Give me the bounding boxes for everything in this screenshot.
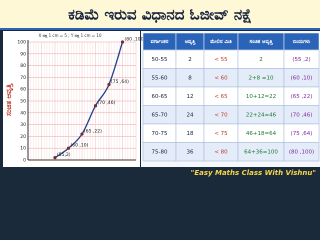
- cell-text: 22+24=46: [246, 112, 277, 118]
- cell-text: 18: [187, 131, 194, 137]
- cell-text: (70 ,46): [291, 112, 313, 118]
- cell-text: < 70: [214, 112, 228, 118]
- point: [107, 82, 111, 87]
- y-tick-label: 90: [20, 51, 26, 57]
- y-tick-label: 20: [20, 134, 26, 140]
- cell-text: 70-75: [152, 131, 168, 137]
- y-tick-label: 100: [17, 40, 26, 46]
- header-text: ಸಂಚಿತ ಆವೃತ್ತಿ: [249, 39, 273, 45]
- cell-text: 2: [188, 57, 192, 63]
- cell-text: < 55: [214, 57, 228, 63]
- cell-text: 36: [187, 149, 194, 155]
- table-cell: [283, 142, 320, 162]
- cell-text: (80 ,100): [289, 149, 314, 155]
- y-tick-label: 70: [20, 75, 26, 81]
- y-tick-label: 50: [20, 99, 26, 105]
- screen: ಕಡಿಮೆ ಇರುವ ವಿಧಾನದ ಓಜೀವ್ ನಕ್ಷೆ X ಅಕ್ಷ 1 c…: [0, 0, 320, 180]
- header-text: ವರ್ಗಾಂತರ: [151, 39, 169, 45]
- point: [66, 146, 71, 150]
- cell-text: 65-70: [152, 112, 168, 118]
- cell-text: 50-55: [152, 57, 168, 63]
- point: [93, 104, 98, 108]
- y-tick-label: 0: [23, 158, 26, 164]
- header-text: ಮೇಲಿನ ಮಿತಿ: [210, 39, 232, 45]
- cell-text: < 60: [214, 75, 228, 81]
- cell-text: < 75: [214, 131, 228, 137]
- point-label: (60 ,10): [71, 143, 89, 149]
- y-tick-label: 10: [20, 146, 26, 152]
- cell-text: < 65: [214, 94, 228, 100]
- header-text: ಬಿಂದುಗಳು: [293, 39, 311, 45]
- title-rule: [0, 28, 320, 30]
- footer-bar: [0, 167, 320, 180]
- cell-text: 8: [188, 75, 192, 81]
- point: [53, 156, 57, 160]
- header-text: ಆವೃತ್ತಿ: [185, 39, 196, 45]
- y-axis-label: ಸಂಚಿತ ಆವೃತ್ತಿ: [5, 83, 14, 116]
- y-tick-label: 30: [20, 122, 26, 128]
- cell-text: 46+18=64: [246, 131, 277, 137]
- point-label: (70 ,46): [98, 100, 116, 106]
- cell-text: (60 ,10): [291, 75, 313, 81]
- scale-note: X ಅಕ್ಷ 1 cm = 5 ; Y ಅಕ್ಷ 1 cm = 10: [38, 33, 101, 38]
- cell-text: 2+8 =10: [249, 75, 274, 81]
- y-tick-label: 60: [20, 87, 26, 93]
- y-tick-label: 80: [20, 63, 26, 69]
- cell-text: (65 ,22): [291, 94, 313, 100]
- cell-text: 75-80: [152, 149, 168, 155]
- cell-text: (55 ,2): [292, 57, 310, 63]
- channel-name: "Easy Maths Class With Vishnu": [191, 169, 316, 177]
- point: [80, 132, 84, 136]
- cell-text: 64+36=100: [244, 149, 278, 155]
- cell-text: (75 ,64): [291, 131, 313, 137]
- cell-text: < 80: [214, 149, 228, 155]
- point-label: (65 ,22): [84, 129, 102, 135]
- cell-text: 10+12=22: [246, 94, 276, 100]
- title: ಕಡಿಮೆ ಇರುವ ವಿಧಾನದ ಓಜೀವ್ ನಕ್ಷೆ: [68, 6, 252, 24]
- cell-text: 60-65: [152, 94, 168, 100]
- cell-text: 2: [259, 57, 263, 63]
- y-tick-label: 40: [20, 110, 26, 116]
- title-bar: [0, 0, 320, 30]
- cell-text: 55-60: [152, 75, 168, 81]
- cell-text: 24: [187, 112, 194, 118]
- point-label: (75 ,64): [111, 79, 129, 85]
- point: [120, 40, 125, 44]
- point-label: (55,2): [57, 152, 71, 158]
- point-label: (80 ,100): [125, 37, 146, 43]
- cell-text: 12: [187, 94, 194, 100]
